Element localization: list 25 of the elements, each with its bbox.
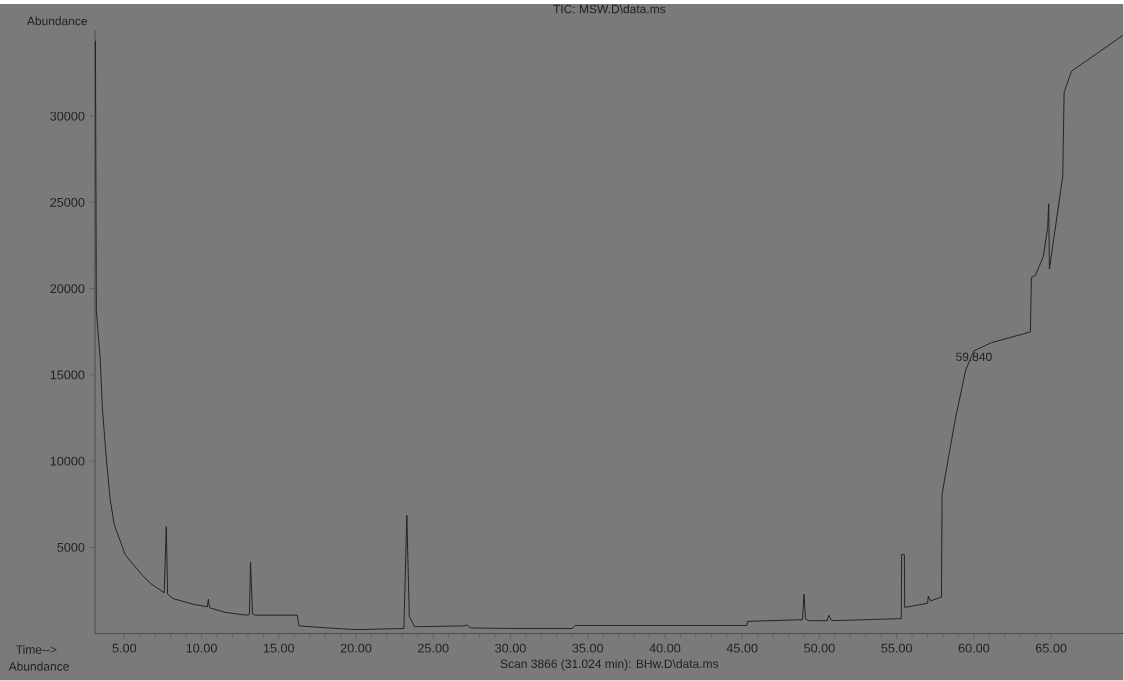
y-tick-label: 30000: [50, 111, 85, 121]
text: Abundance: [8, 662, 69, 671]
x-tick-label: 60.00: [958, 643, 990, 653]
x-tick-label: 30.00: [495, 643, 526, 653]
y-tick-label: 25000: [50, 198, 85, 208]
x-tick-label: 55.00: [881, 643, 912, 653]
x-tick-label: 15.00: [263, 643, 295, 653]
x-tick-label: 65.00: [1035, 643, 1067, 653]
x-tick-label: 20.00: [340, 643, 372, 653]
y-tick-label: 15000: [50, 370, 85, 380]
chart-title: TIC: MSW.D\data.ms: [553, 4, 666, 14]
y-tick-label: 10000: [50, 456, 85, 466]
x-tick-label: 10.00: [186, 643, 217, 653]
x-tick-label: 5.00: [112, 643, 137, 653]
x-tick-label: 45.00: [726, 643, 758, 653]
x-tick-label: 50.00: [804, 643, 835, 653]
x-tick-label: 35.00: [572, 643, 604, 653]
text: Scan 3866 (31.024 min): BHw.D\data.ms: [500, 659, 719, 671]
x-tick-label: 40.00: [649, 643, 681, 653]
annotation: 59.840: [956, 352, 992, 362]
x-tick-label: 25.00: [418, 643, 449, 653]
y-tick-label: 20000: [50, 284, 85, 294]
y-tick-label: 5000: [57, 543, 85, 553]
x-axis-title: Time-->: [16, 645, 57, 655]
y-axis-title: Abundance: [26, 16, 88, 26]
